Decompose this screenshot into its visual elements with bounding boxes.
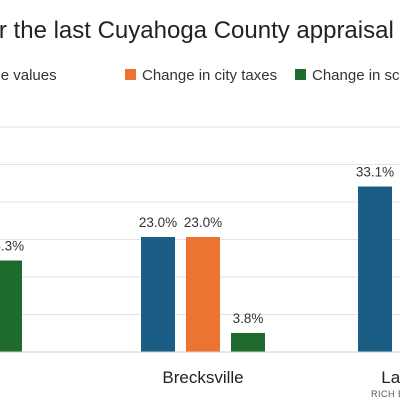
data-label-bedford-2: 18.3% [0,239,24,254]
legend-item-0: Change in home values [0,67,57,84]
bar-brecksville-1 [186,237,220,352]
category-label-lakewood: Lakewood [381,368,400,387]
bar-brecksville-2 [231,333,265,352]
legend: Change in home values Change in city taxe… [0,67,400,84]
data-label-brecksville-2: 3.8% [233,311,264,326]
chart-title: After the last Cuyahoga County appraisal [0,17,394,44]
data-label-lakewood-0: 33.1% [356,165,394,180]
data-label-brecksville-0: 23.0% [139,215,177,230]
bar-lakewood-0 [358,186,392,352]
credit-text: RICH EXNER, CLEVELAND.COM [371,389,400,399]
legend-item-1: Change in city taxes [125,67,277,84]
category-label-brecksville: Brecksville [162,368,243,387]
legend-swatch-1 [125,69,136,80]
legend-item-2: Change in school taxes [295,67,400,84]
data-label-brecksville-1: 23.0% [184,215,222,230]
category-labels: BedfordBrecksvilleLakewood [162,368,400,387]
legend-label-1: Change in city taxes [142,67,277,84]
legend-label-0: Change in home values [0,67,57,84]
legend-label-2: Change in school taxes [312,67,400,84]
bars: 43.3%43.3%18.3%23.0%23.0%3.8%33.1%33.1% [0,165,394,352]
legend-swatch-2 [295,69,306,80]
bar-bedford-2 [0,260,22,352]
bar-brecksville-0 [141,237,175,352]
